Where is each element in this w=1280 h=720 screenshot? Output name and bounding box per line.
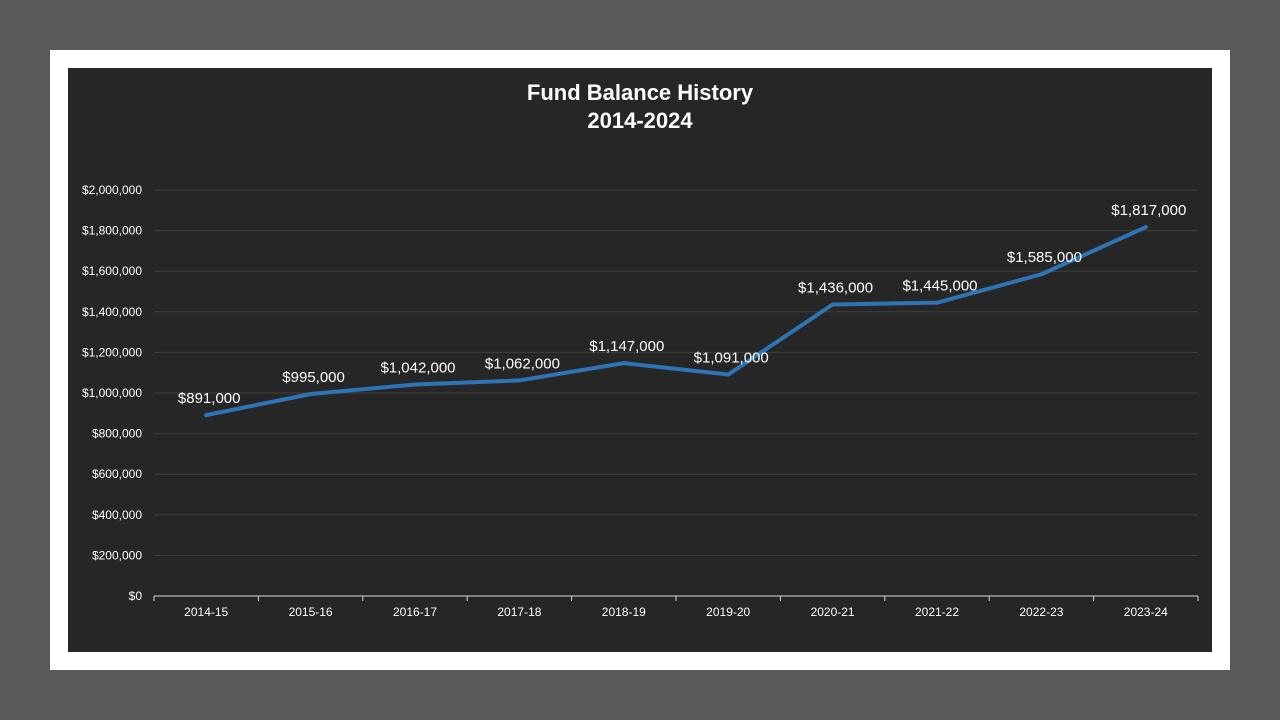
chart-title: Fund Balance History 2014-2024: [527, 80, 754, 133]
gridlines: [154, 189, 1198, 556]
data-point: [413, 382, 417, 387]
chart-subtitle-text: 2014-2024: [587, 108, 693, 133]
data-label: $891,000: [178, 390, 241, 407]
data-point: [1143, 225, 1148, 230]
data-label: $1,042,000: [380, 359, 455, 376]
y-tick-label: $0: [129, 589, 143, 603]
chart-title-text: Fund Balance History: [527, 80, 754, 105]
data-point: [1039, 272, 1044, 277]
y-tick-label: $1,400,000: [82, 305, 142, 319]
data-point: [621, 361, 626, 366]
x-tick-label: 2023-24: [1124, 605, 1168, 619]
y-axis: $0 $200,000 $400,000 $600,000 $800,000 $1,000…: [82, 183, 142, 603]
data-point: [308, 392, 313, 397]
y-tick-label: $2,000,000: [82, 183, 142, 197]
data-label: $1,817,000: [1111, 202, 1186, 219]
x-tick-label: 2021-22: [915, 605, 959, 619]
x-tick-label: 2014-15: [184, 605, 228, 619]
y-tick-label: $1,000,000: [82, 386, 142, 400]
y-tick-label: $600,000: [92, 467, 142, 481]
data-label: $1,445,000: [902, 278, 977, 295]
x-tick-label: 2019-20: [706, 605, 750, 619]
x-axis: 2014-15 2015-16 2016-17 2017-18 2018-19 2019-…: [153, 595, 1199, 619]
x-tick-label: 2018-19: [602, 605, 646, 619]
chart-area: Fund Balance History 2014-2024 $0 $200,00…: [68, 68, 1212, 652]
data-label: $1,436,000: [798, 279, 873, 296]
data-label: $995,000: [282, 369, 345, 386]
fund-balance-chart: Fund Balance History 2014-2024 $0 $200,00…: [82, 80, 1199, 619]
fund-balance-line: [204, 225, 1148, 418]
data-label: $1,091,000: [694, 350, 769, 367]
data-labels: $891,000 $995,000 $1,042,000 $1,062,000 $1,1…: [178, 202, 1186, 407]
x-tick-label: 2022-23: [1019, 605, 1063, 619]
y-tick-label: $800,000: [92, 427, 142, 441]
x-tick-label: 2017-18: [497, 605, 541, 619]
data-point: [935, 300, 939, 305]
data-point: [204, 413, 209, 418]
data-label: $1,062,000: [485, 355, 560, 372]
y-tick-label: $400,000: [92, 508, 142, 522]
data-label: $1,147,000: [589, 338, 664, 355]
slide-frame: Fund Balance History 2014-2024 $0 $200,00…: [50, 50, 1230, 670]
y-tick-label: $1,800,000: [82, 224, 142, 238]
y-tick-label: $200,000: [92, 548, 142, 562]
data-point: [517, 378, 522, 383]
data-point: [830, 302, 835, 307]
series-line: [204, 225, 1148, 418]
x-tick-label: 2016-17: [393, 605, 437, 619]
y-tick-label: $1,600,000: [82, 264, 142, 278]
data-point: [726, 372, 731, 377]
x-tick-label: 2015-16: [289, 605, 333, 619]
x-tick-label: 2020-21: [811, 605, 855, 619]
y-tick-label: $1,200,000: [82, 345, 142, 359]
data-label: $1,585,000: [1007, 249, 1082, 266]
